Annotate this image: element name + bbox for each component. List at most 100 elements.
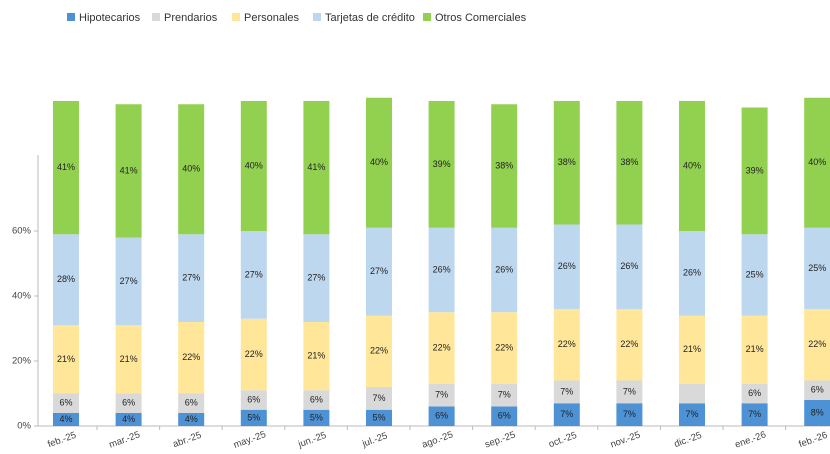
bar-segment (178, 413, 205, 426)
data-label: 26% (620, 261, 638, 271)
data-label: 4% (59, 414, 72, 424)
bar-segment (428, 101, 455, 228)
data-label: 6% (435, 411, 448, 421)
y-tick-label: 20% (12, 356, 32, 367)
bar-segment (741, 107, 768, 235)
x-tick-label: jun.-25 (296, 430, 328, 451)
data-label: 6% (247, 394, 260, 404)
bar-segment (491, 383, 518, 407)
bar-segment (53, 325, 79, 394)
data-label: 22% (495, 342, 513, 352)
bar-segment (679, 403, 705, 426)
bar-segment (553, 380, 580, 404)
data-label: 21% (746, 344, 764, 354)
legend-label: Tarjetas de crédito (325, 12, 415, 24)
data-label: 5% (372, 412, 385, 422)
bar-segment (366, 315, 392, 387)
x-tick-label: sep.-25 (483, 429, 517, 450)
data-label: 22% (245, 349, 263, 359)
data-label: 21% (120, 354, 138, 364)
data-label: 40% (808, 157, 826, 167)
bar-segment (428, 406, 455, 426)
bar-segment (366, 409, 392, 426)
data-label: 39% (746, 165, 764, 175)
x-tick-label: nov.-25 (609, 430, 642, 451)
x-tick-label: feb.-25 (46, 430, 78, 450)
bar-segment (53, 234, 79, 326)
y-tick-label: 40% (12, 291, 32, 302)
data-label: 4% (122, 414, 135, 424)
bar-segment (178, 393, 205, 413)
bar-segment (804, 97, 830, 228)
data-label: 25% (808, 263, 826, 273)
bar-segment (115, 237, 142, 326)
legend-label: Otros Comerciales (435, 12, 527, 24)
bar-segment (240, 231, 267, 319)
data-label: 7% (498, 390, 511, 400)
bar-segment (366, 387, 392, 410)
data-label: 7% (372, 393, 385, 403)
bar-segment (616, 101, 643, 225)
data-label: 27% (245, 269, 263, 279)
data-label: 25% (746, 269, 764, 279)
data-label: 7% (435, 390, 448, 400)
bar-segment (804, 400, 830, 426)
data-label: 26% (683, 268, 701, 278)
data-label: 27% (120, 276, 138, 286)
legend-swatch (232, 13, 240, 21)
y-tick-label: 0% (17, 421, 31, 432)
bar-segment (804, 380, 830, 400)
x-tick-label: dic.-25 (673, 430, 704, 450)
data-label: 40% (683, 160, 701, 170)
bar-segment (303, 234, 330, 322)
bar-segment (616, 224, 643, 309)
bar-segment (491, 227, 518, 313)
data-label: 26% (495, 264, 513, 274)
bar-segment (679, 101, 705, 231)
legend-swatch (67, 13, 75, 21)
data-label: 6% (185, 398, 198, 408)
bar-segment (804, 227, 830, 309)
legend-swatch (423, 13, 431, 21)
bar-segment (115, 325, 142, 394)
bar-segment (679, 383, 705, 404)
data-label: 22% (182, 352, 200, 362)
bar-segment (741, 403, 768, 426)
bar-segment (303, 390, 330, 410)
data-label: 8% (811, 407, 824, 417)
legend-label: Personales (244, 12, 300, 24)
bar-segment (553, 101, 580, 225)
bar-segment (53, 393, 79, 413)
data-label: 39% (433, 159, 451, 169)
bar-segment (53, 101, 79, 235)
legend-swatch (313, 13, 321, 21)
data-label: 6% (122, 398, 135, 408)
legend-label: Hipotecarios (79, 12, 141, 24)
data-label: 7% (623, 409, 636, 419)
data-label: 6% (811, 385, 824, 395)
data-label: 22% (620, 339, 638, 349)
bar-segment (115, 104, 142, 238)
bar-segment (240, 390, 267, 410)
data-label: 41% (120, 165, 138, 175)
bar-segment (616, 403, 643, 426)
bar-segment (53, 413, 79, 426)
data-label: 7% (748, 409, 761, 419)
x-tick-label: ene.-26 (734, 429, 768, 450)
bar-segment (679, 231, 705, 316)
bar-segment (553, 403, 580, 426)
bar-segment (366, 97, 392, 228)
data-label: 38% (495, 160, 513, 170)
data-label: 41% (307, 162, 325, 172)
data-label: 22% (558, 339, 576, 349)
bar-segment (366, 227, 392, 316)
data-label: 6% (498, 411, 511, 421)
legend-label: Prendarios (164, 12, 218, 24)
data-label: 38% (558, 157, 576, 167)
x-tick-label: may.-25 (232, 429, 267, 451)
bar-segment (178, 104, 205, 235)
data-label: 21% (57, 354, 75, 364)
bar-segment (428, 227, 455, 313)
data-label: 5% (310, 412, 323, 422)
bar-segment (491, 406, 518, 426)
